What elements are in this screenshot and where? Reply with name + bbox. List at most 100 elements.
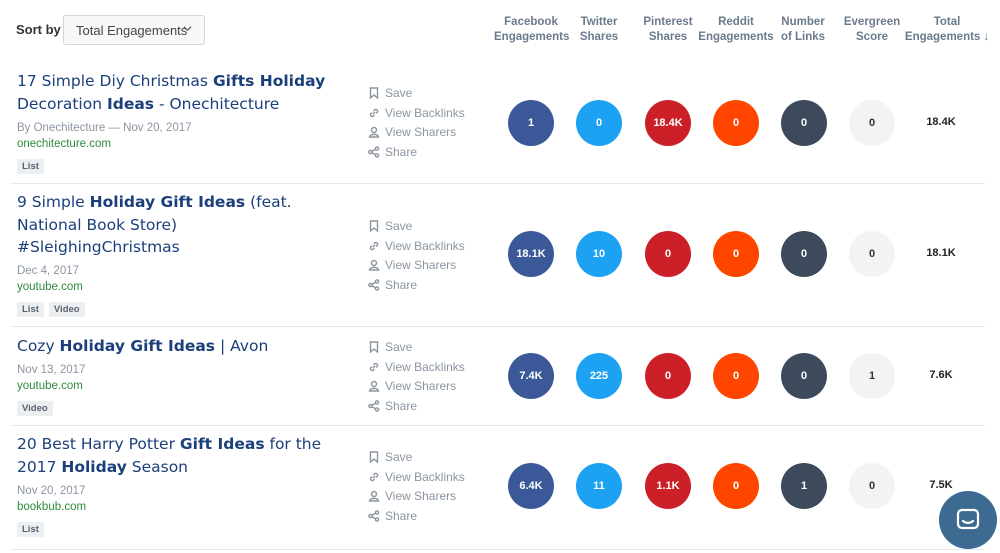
col-header-pinterest[interactable]: Pinterest Shares [638, 15, 698, 45]
article-domain[interactable]: youtube.com [17, 380, 83, 392]
share-icon [368, 509, 380, 522]
link-icon [369, 108, 379, 117]
title-keyword: Ideas [106, 94, 155, 113]
pinterest-shares[interactable]: 18.4K [645, 100, 691, 146]
save-action[interactable]: Save [368, 84, 465, 102]
number-of-links[interactable]: 0 [781, 100, 827, 146]
article-title[interactable]: Cozy Holiday Gift Ideas | Avon [17, 335, 337, 358]
twitter-shares[interactable]: 0 [576, 100, 622, 146]
col-header-line: Engagements [698, 31, 774, 43]
save-action[interactable]: Save [368, 217, 465, 235]
bookmark-icon [369, 220, 379, 232]
action-label: View Backlinks [385, 105, 465, 120]
sort-dropdown[interactable]: Total Engagements [63, 15, 205, 45]
facebook-engagements[interactable]: 18.1K [508, 231, 554, 277]
total-engagements: 7.6K [929, 369, 953, 381]
twitter-shares[interactable]: 11 [576, 463, 622, 509]
reddit-engagements[interactable]: 0 [713, 463, 759, 509]
title-keyword: Holiday Gift Ideas [89, 193, 246, 211]
share-action[interactable]: Share [368, 397, 465, 415]
article-title[interactable]: 20 Best Harry Potter Gift Ideas for the … [17, 433, 337, 478]
reddit-engagements[interactable]: 0 [713, 100, 759, 146]
view-backlinks-action[interactable]: View Backlinks [368, 104, 465, 122]
title-text: - Onechitecture [154, 94, 280, 113]
title-text: 9 Simple [17, 193, 90, 211]
save-action[interactable]: Save [368, 338, 465, 356]
sort-value: Total Engagements [76, 23, 188, 38]
col-header-twitter[interactable]: Twitter Shares [572, 15, 626, 45]
article-domain[interactable]: youtube.com [17, 281, 83, 293]
table-row: 9 Simple Holiday Gift Ideas (feat. Natio… [10, 184, 985, 327]
tag-list: List [17, 522, 44, 537]
action-label: Share [385, 508, 418, 523]
save-action[interactable]: Save [368, 448, 465, 466]
facebook-engagements[interactable]: 7.4K [508, 353, 554, 399]
view-sharers-action[interactable]: View Sharers [368, 487, 465, 505]
evergreen-score[interactable]: 0 [849, 463, 895, 509]
view-backlinks-action[interactable]: View Backlinks [368, 468, 465, 486]
total-engagements: 7.5K [929, 479, 953, 491]
chat-launcher-button[interactable] [939, 491, 997, 549]
tag-list: List Video [17, 302, 85, 317]
number-of-links[interactable]: 0 [781, 353, 827, 399]
title-text: 17 Simple Diy Christmas [17, 72, 213, 90]
action-label: View Backlinks [385, 359, 465, 374]
view-sharers-action[interactable]: View Sharers [368, 256, 465, 274]
evergreen-score[interactable]: 0 [849, 100, 895, 146]
action-label: Save [385, 86, 413, 100]
title-text: | Avon [215, 337, 269, 355]
col-header-reddit[interactable]: Reddit Engagements [698, 15, 774, 45]
view-sharers-action[interactable]: View Sharers [368, 377, 465, 395]
view-backlinks-action[interactable]: View Backlinks [368, 358, 465, 376]
article-title[interactable]: 9 Simple Holiday Gift Ideas (feat. Natio… [17, 191, 337, 259]
title-keyword: Holiday [61, 457, 127, 476]
col-header-evergreen[interactable]: Evergreen Score [840, 15, 904, 45]
col-header-line: Reddit [718, 16, 754, 28]
tag: List [17, 302, 44, 317]
bookmark-icon [369, 451, 379, 463]
facebook-engagements[interactable]: 6.4K [508, 463, 554, 509]
tag-list: List [17, 159, 44, 174]
tag: List [17, 522, 44, 537]
col-header-line: Shares [648, 31, 688, 43]
title-text: 20 Best Harry Potter [17, 435, 180, 453]
article-domain[interactable]: bookbub.com [17, 501, 87, 513]
view-sharers-action[interactable]: View Sharers [368, 123, 465, 141]
view-backlinks-action[interactable]: View Backlinks [368, 237, 465, 255]
article-title[interactable]: 17 Simple Diy Christmas Gifts Holiday De… [17, 70, 337, 115]
share-icon [368, 399, 380, 412]
pinterest-shares[interactable]: 1.1K [645, 463, 691, 509]
twitter-shares[interactable]: 225 [576, 353, 622, 399]
share-action[interactable]: Share [368, 276, 465, 294]
evergreen-score[interactable]: 1 [849, 353, 895, 399]
share-action[interactable]: Share [368, 143, 465, 161]
action-label: View Sharers [385, 379, 457, 393]
tag: Video [48, 302, 85, 317]
tag-list: Video [17, 401, 53, 416]
pinterest-shares[interactable]: 0 [645, 231, 691, 277]
col-header-line: Engagements ↓ [904, 30, 990, 45]
col-header-links[interactable]: Number of Links [775, 15, 831, 45]
evergreen-score[interactable]: 0 [849, 231, 895, 277]
reddit-engagements[interactable]: 0 [713, 353, 759, 399]
action-label: Share [385, 398, 418, 413]
action-label: View Sharers [385, 258, 457, 272]
col-header-facebook[interactable]: Facebook Engagements [494, 15, 569, 45]
share-action[interactable]: Share [368, 507, 465, 525]
tag: Video [17, 401, 53, 416]
title-text: for the 2017 [17, 435, 322, 476]
number-of-links[interactable]: 0 [781, 231, 827, 277]
action-label: View Backlinks [385, 469, 465, 484]
twitter-shares[interactable]: 10 [576, 231, 622, 277]
col-header-line: Total [933, 16, 961, 28]
reddit-engagements[interactable]: 0 [713, 231, 759, 277]
article-domain[interactable]: onechitecture.com [17, 138, 111, 150]
results-header: Sort by Total Engagements Facebook Engag… [0, 0, 1000, 60]
number-of-links[interactable]: 1 [781, 463, 827, 509]
chat-icon [956, 508, 980, 530]
pinterest-shares[interactable]: 0 [645, 353, 691, 399]
link-icon [369, 362, 379, 371]
col-header-line: Pinterest [643, 16, 693, 28]
col-header-total[interactable]: Total Engagements ↓ [904, 15, 990, 45]
facebook-engagements[interactable]: 1 [508, 100, 554, 146]
